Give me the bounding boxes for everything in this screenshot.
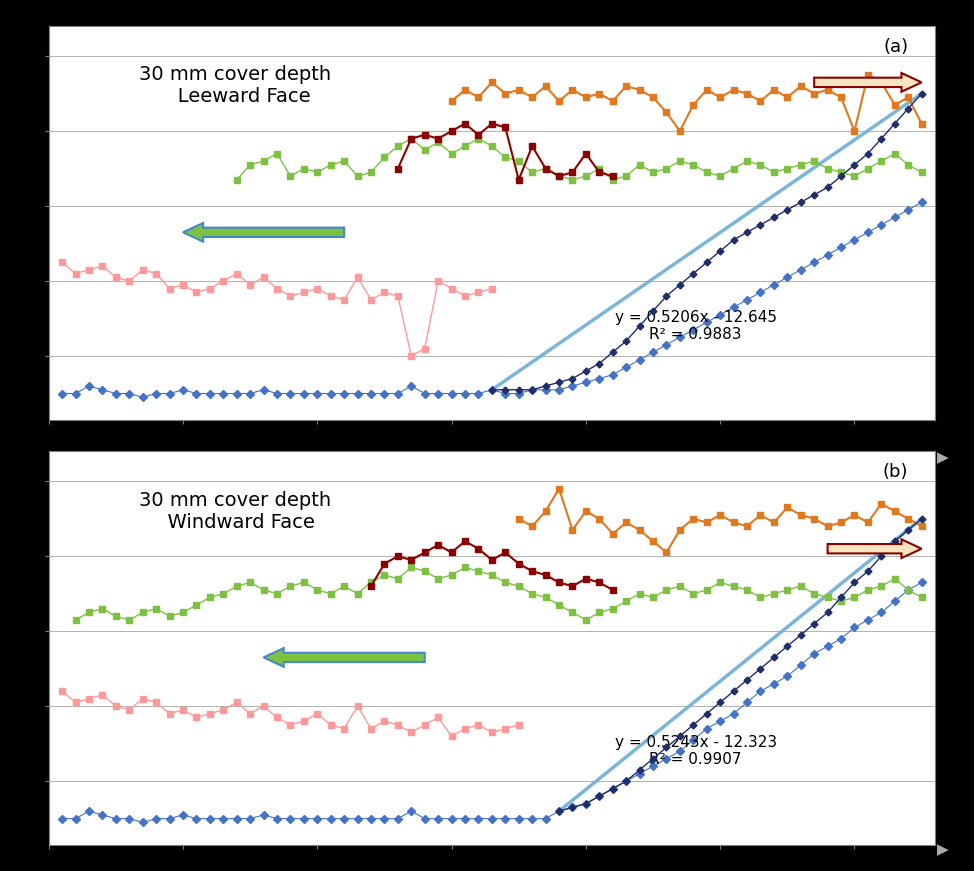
Text: ▲: ▲ — [18, 431, 31, 449]
Text: ▶: ▶ — [937, 841, 949, 857]
FancyArrow shape — [183, 223, 344, 241]
Text: y = 0.5243x - 12.323
R² = 0.9907: y = 0.5243x - 12.323 R² = 0.9907 — [615, 734, 777, 767]
Text: y = 0.5206x - 12.645
R² = 0.9883: y = 0.5206x - 12.645 R² = 0.9883 — [615, 309, 776, 342]
Text: (b): (b) — [883, 463, 909, 481]
Text: ▲: ▲ — [18, 22, 31, 40]
FancyArrow shape — [264, 648, 425, 667]
Text: (a): (a) — [883, 38, 909, 56]
Text: 30 mm cover depth
  Windward Face: 30 mm cover depth Windward Face — [138, 490, 331, 531]
FancyArrow shape — [828, 539, 921, 558]
Text: 30 mm cover depth
   Leeward Face: 30 mm cover depth Leeward Face — [138, 65, 331, 106]
FancyArrow shape — [814, 73, 921, 91]
Text: ▶: ▶ — [937, 449, 949, 465]
